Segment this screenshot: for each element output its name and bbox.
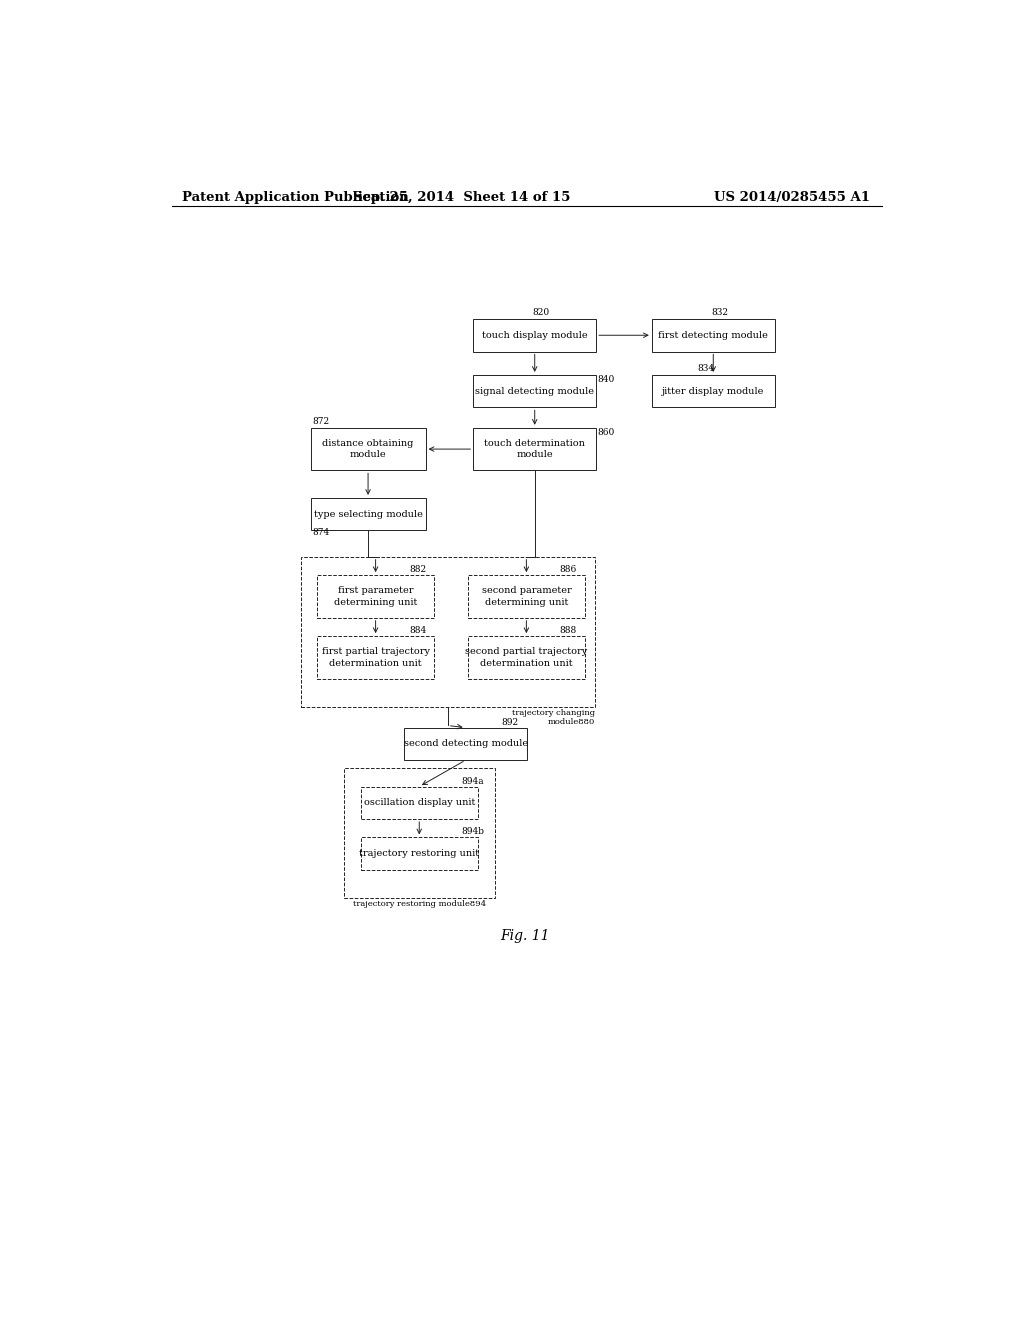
FancyBboxPatch shape <box>301 557 595 708</box>
Text: distance obtaining
module: distance obtaining module <box>323 440 414 459</box>
Text: 882: 882 <box>409 565 426 574</box>
FancyBboxPatch shape <box>473 375 596 408</box>
Text: Sep. 25, 2014  Sheet 14 of 15: Sep. 25, 2014 Sheet 14 of 15 <box>352 190 570 203</box>
FancyBboxPatch shape <box>316 576 434 618</box>
Text: 832: 832 <box>712 308 728 317</box>
Text: 860: 860 <box>598 428 615 437</box>
Text: touch display module: touch display module <box>482 331 588 339</box>
Text: Fig. 11: Fig. 11 <box>500 929 550 942</box>
Text: trajectory restoring module894: trajectory restoring module894 <box>352 900 485 908</box>
FancyBboxPatch shape <box>310 428 426 470</box>
Text: second detecting module: second detecting module <box>403 739 527 748</box>
FancyBboxPatch shape <box>360 837 478 870</box>
FancyBboxPatch shape <box>468 636 585 678</box>
Text: 820: 820 <box>532 308 550 317</box>
Text: type selecting module: type selecting module <box>313 510 423 519</box>
Text: 894b: 894b <box>461 828 484 837</box>
Text: 888: 888 <box>560 626 577 635</box>
Text: oscillation display unit: oscillation display unit <box>364 799 475 808</box>
Text: 874: 874 <box>312 528 330 536</box>
Text: first parameter
determining unit: first parameter determining unit <box>334 586 418 606</box>
Text: US 2014/0285455 A1: US 2014/0285455 A1 <box>714 190 870 203</box>
Text: 884: 884 <box>409 626 426 635</box>
FancyBboxPatch shape <box>473 319 596 351</box>
Text: trajectory changing
module880: trajectory changing module880 <box>512 709 595 726</box>
Text: jitter display module: jitter display module <box>663 387 765 396</box>
Text: Patent Application Publication: Patent Application Publication <box>182 190 409 203</box>
Text: 872: 872 <box>312 417 330 426</box>
Text: 840: 840 <box>598 375 615 384</box>
FancyBboxPatch shape <box>404 727 527 760</box>
Text: 834: 834 <box>697 364 714 372</box>
FancyBboxPatch shape <box>344 768 495 899</box>
Text: first partial trajectory
determination unit: first partial trajectory determination u… <box>322 647 430 668</box>
FancyBboxPatch shape <box>473 428 596 470</box>
FancyBboxPatch shape <box>310 498 426 531</box>
Text: signal detecting module: signal detecting module <box>475 387 594 396</box>
FancyBboxPatch shape <box>468 576 585 618</box>
FancyBboxPatch shape <box>316 636 434 678</box>
FancyBboxPatch shape <box>652 319 775 351</box>
Text: second partial trajectory
determination unit: second partial trajectory determination … <box>465 647 588 668</box>
FancyBboxPatch shape <box>652 375 775 408</box>
Text: second parameter
determining unit: second parameter determining unit <box>481 586 571 606</box>
Text: 886: 886 <box>560 565 577 574</box>
Text: 892: 892 <box>501 718 518 726</box>
FancyBboxPatch shape <box>360 787 478 818</box>
Text: 894a: 894a <box>461 776 484 785</box>
Text: trajectory restoring unit: trajectory restoring unit <box>359 849 479 858</box>
Text: touch determination
module: touch determination module <box>484 440 585 459</box>
Text: first detecting module: first detecting module <box>658 331 768 339</box>
